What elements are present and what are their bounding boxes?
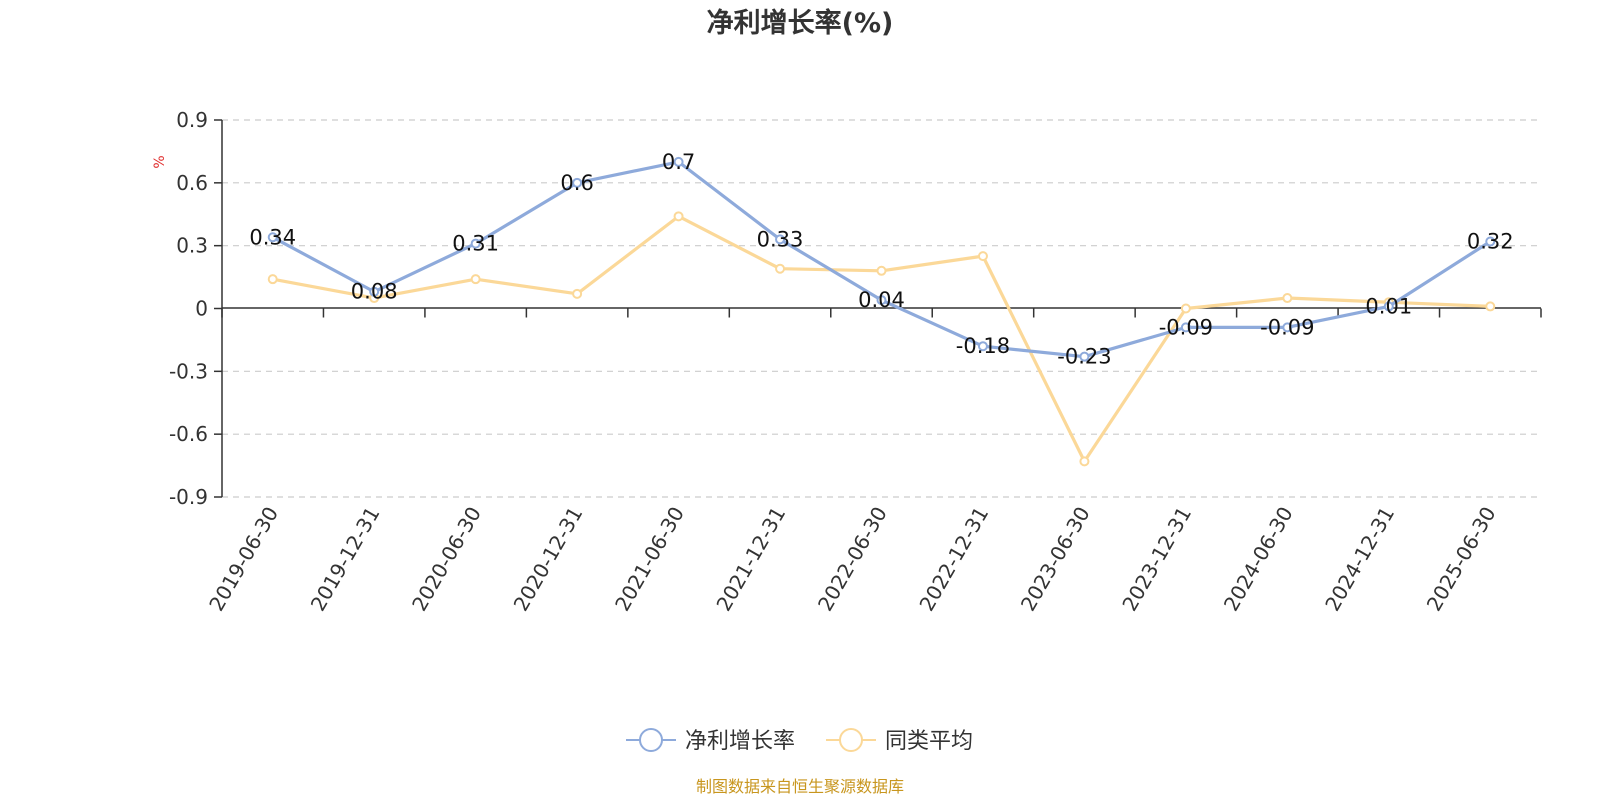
data-point	[876, 265, 887, 276]
x-tick-label: 2020-12-31	[509, 503, 588, 616]
x-tick-label: 2022-06-30	[813, 503, 892, 616]
data-point	[977, 341, 988, 352]
data-point	[977, 251, 988, 262]
x-tick-label: 2019-06-30	[204, 503, 283, 616]
legend-marker	[839, 728, 863, 752]
data-point	[572, 288, 583, 299]
data-label: 0.32	[1467, 229, 1514, 253]
data-point	[1383, 301, 1394, 312]
y-tick-label: 0	[195, 297, 208, 321]
x-tick-label: 2019-12-31	[306, 503, 385, 616]
data-labels: 0.34 0.08 0.31 0.6 0.7 0.33 0.04 -0.18 -0.23 -0.0…	[249, 150, 1513, 369]
y-axis-unit: %	[152, 155, 168, 168]
axes: %	[152, 120, 1541, 497]
y-tick-label: 0.9	[176, 108, 208, 132]
data-point	[876, 295, 887, 306]
data-point	[1485, 236, 1496, 247]
data-label: -0.18	[956, 334, 1010, 358]
data-point	[369, 286, 380, 297]
data-label: 0.33	[757, 227, 804, 251]
data-label: 0.6	[560, 171, 593, 195]
x-tick-label: 2023-06-30	[1016, 503, 1095, 616]
data-label: 0.01	[1365, 294, 1412, 318]
x-tick-label: 2023-12-31	[1117, 503, 1196, 616]
data-point	[470, 274, 481, 285]
source-note: 制图数据来自恒生聚源数据库	[696, 777, 904, 796]
x-tick-label: 2020-06-30	[407, 502, 486, 615]
data-label: 0.31	[452, 232, 499, 256]
x-tick-labels: 2019-06-30 2019-12-31 2020-06-30 2020-12-31…	[204, 502, 1500, 615]
y-tick-label: -0.3	[169, 359, 208, 383]
legend: 净利增长率 同类平均	[626, 728, 973, 754]
data-point	[1282, 293, 1293, 304]
legend-label: 同类平均	[885, 729, 973, 754]
data-point	[775, 234, 786, 245]
grid-lines	[214, 119, 1542, 498]
y-tick-labels: 0.9 0.6 0.3 0 -0.3 -0.6 -0.9	[169, 108, 208, 509]
data-label: 0.34	[249, 225, 296, 249]
data-label: 0.04	[858, 288, 905, 312]
data-point	[1485, 301, 1496, 312]
y-tick-label: -0.9	[169, 485, 208, 509]
legend-marker	[639, 728, 663, 752]
data-label: -0.09	[1159, 315, 1213, 339]
y-tick-label: 0.6	[176, 171, 208, 195]
data-point	[1079, 456, 1090, 467]
data-point	[1180, 322, 1191, 333]
data-point	[572, 177, 583, 188]
series-group	[267, 156, 1496, 467]
data-label: -0.23	[1057, 345, 1111, 369]
x-tick-label: 2021-06-30	[610, 503, 689, 616]
legend-label: 净利增长率	[685, 729, 795, 754]
data-point	[470, 238, 481, 249]
data-point	[1079, 351, 1090, 362]
data-label: 0.08	[351, 280, 398, 304]
data-point	[673, 156, 684, 167]
chart-title: 净利增长率(%)	[707, 7, 894, 39]
x-tick-label: 2022-12-31	[914, 503, 993, 616]
data-point	[673, 211, 684, 222]
data-point	[267, 232, 278, 243]
y-tick-label: 0.3	[176, 234, 208, 258]
x-tick-label: 2024-12-31	[1320, 503, 1399, 616]
data-point	[775, 263, 786, 274]
data-label: -0.09	[1260, 315, 1314, 339]
data-point	[1282, 322, 1293, 333]
data-label: 0.7	[662, 150, 695, 174]
x-tick-label: 2021-12-31	[711, 503, 790, 616]
x-tick-label: 2024-06-30	[1219, 503, 1298, 616]
data-point	[1180, 303, 1191, 314]
data-point	[267, 274, 278, 285]
x-tick-label: 2025-06-30	[1422, 503, 1501, 616]
y-tick-label: -0.6	[169, 422, 208, 446]
